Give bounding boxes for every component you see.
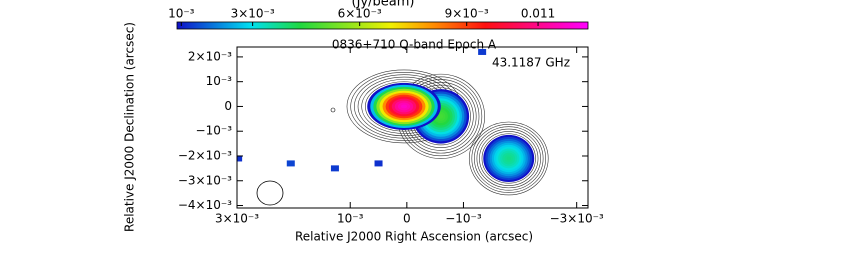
x-tick-label: 10⁻³ xyxy=(337,212,364,226)
x-tick-label: −3×10⁻³ xyxy=(550,212,604,226)
pixel xyxy=(374,160,383,167)
y-tick-label: −2×10⁻³ xyxy=(178,148,232,162)
pixel xyxy=(237,155,243,162)
contour xyxy=(481,133,536,184)
y-tick-label: −10⁻³ xyxy=(196,124,233,138)
contour xyxy=(474,126,544,191)
colorbar-tick-label: 6×10⁻³ xyxy=(338,7,382,21)
contour xyxy=(471,124,546,193)
annotation: 43.1187 GHz xyxy=(492,56,570,70)
contour xyxy=(479,131,539,186)
pixel xyxy=(286,160,295,167)
pixel xyxy=(330,165,339,172)
x-tick-label: 3×10⁻³ xyxy=(215,212,259,226)
emission xyxy=(506,156,511,161)
y-tick-label: −4×10⁻³ xyxy=(178,198,232,212)
contour xyxy=(476,128,541,189)
plot-frame xyxy=(236,46,589,209)
colorbar-label: (Jy/beam) xyxy=(352,0,415,10)
marker xyxy=(330,107,336,113)
x-tick-label: 0 xyxy=(403,212,411,226)
colorbar-tick-label: 3×10⁻³ xyxy=(231,7,275,21)
x-tick-label: −10⁻³ xyxy=(445,212,482,226)
x-axis-label: Relative J2000 Right Ascension (arcsec) xyxy=(295,230,533,244)
contour xyxy=(468,121,549,196)
colorbar xyxy=(176,21,589,30)
emission xyxy=(438,114,444,119)
y-axis-label: Relative J2000 Declination (arcsec) xyxy=(123,22,137,232)
colorbar-tick-label: 0.011 xyxy=(521,7,555,21)
y-tick-label: −3×10⁻³ xyxy=(178,173,232,187)
chart-title: 0836+710 Q-band Epoch A xyxy=(332,38,497,52)
colorbar-tick-label: 10⁻³ xyxy=(168,7,195,21)
beam xyxy=(256,180,284,206)
pixel xyxy=(478,48,487,55)
colorbar-tick-label: 9×10⁻³ xyxy=(445,7,489,21)
y-tick-label: 10⁻³ xyxy=(206,74,233,88)
image-layer xyxy=(237,48,549,196)
y-tick-label: 0 xyxy=(224,99,232,113)
emission xyxy=(400,104,408,109)
y-tick-label: 2×10⁻³ xyxy=(188,49,232,63)
